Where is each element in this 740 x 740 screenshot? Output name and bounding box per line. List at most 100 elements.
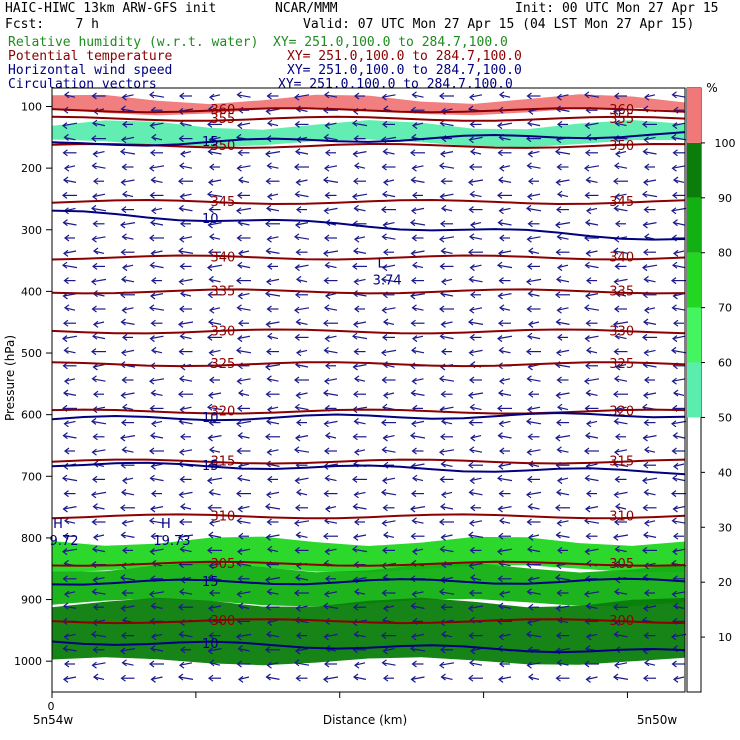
wind-vector-shaft [92,193,106,198]
wind-vector-arrow [556,93,569,101]
wind-vector-arrow [238,249,250,257]
wind-vector-arrow [122,546,133,554]
wind-vector-head [381,233,387,241]
field-xy-rh: XY= 251.0,100.0 to 284.7,100.0 [273,35,508,50]
wind-vector-head [352,475,358,483]
wind-vector-arrow [557,403,569,411]
wind-vector-head [555,248,561,256]
wind-vector-head [410,292,416,300]
wind-vector-head [584,660,590,668]
wind-vector-shaft [441,207,453,212]
wind-vector-head [614,119,620,127]
wind-vector-head [498,675,504,683]
wind-vector-head [440,433,446,441]
wind-vector-arrow [91,204,107,212]
wind-vector-arrow [584,261,599,269]
wind-vector-arrow [93,603,104,611]
wind-vector-head [470,291,476,299]
wind-vector-shaft [672,264,686,269]
wind-vector-shaft [64,520,76,524]
wind-vector-head [92,220,98,228]
wind-vector-arrow [643,674,656,682]
wind-vector-arrow [91,278,107,286]
wind-vector-head [237,505,243,513]
wind-vector-arrow [151,277,162,285]
wind-vector-head [470,647,476,655]
wind-vector-arrow [236,234,251,242]
wind-vector-shaft [179,236,193,240]
wind-vector-arrow [439,545,454,553]
wind-vector-head [381,93,387,101]
wind-vector-shaft [643,534,657,538]
wind-vector-arrow [91,491,107,499]
wind-vector-arrow [470,574,482,582]
wind-vector-arrow [672,191,685,199]
wind-vector-head [497,432,503,440]
wind-vector-arrow [410,219,426,227]
wind-vector-shaft [441,491,453,496]
wind-vector-head [208,488,214,496]
wind-vector-head [526,375,532,383]
wind-vector-arrow [381,659,396,667]
wind-vector-head [207,546,213,554]
wind-vector-head [178,320,184,328]
wind-vector-arrow [439,119,454,127]
wind-vector-shaft [63,179,77,183]
wind-vector-head [469,589,475,597]
wind-vector-arrow [644,446,656,454]
wind-vector-head [294,659,300,667]
wind-vector-arrow [352,119,368,127]
wind-vector-head [411,207,417,215]
wind-vector-shaft [150,122,164,127]
wind-vector-shaft [63,222,77,226]
wind-vector-head [267,193,273,201]
wind-vector-shaft [671,420,687,425]
wind-vector-arrow [555,248,570,256]
wind-vector-arrow [469,477,482,485]
wind-vector-head [207,333,213,341]
wind-vector-shaft [122,449,134,453]
wind-vector-shaft [411,349,425,354]
wind-vector-arrow [207,647,222,655]
wind-vector-head [324,191,330,199]
wind-vector-head [149,261,155,269]
wind-vector-head [122,546,128,554]
wind-vector-arrow [468,275,483,283]
wind-vector-shaft [585,506,599,510]
wind-vector-head [353,247,359,255]
wind-vector-head [468,248,474,256]
wind-vector-arrow [63,346,76,354]
wind-vector-shaft [382,449,396,453]
wind-vector-arrow [642,264,658,272]
wind-vector-arrow [642,477,658,485]
wind-vector-shaft [354,662,366,666]
wind-vector-head [410,389,416,397]
wind-vector-head [352,262,358,270]
theta-contour: 345 345 [51,195,686,210]
wind-vector-head [63,602,69,610]
wind-vector-head [526,448,532,456]
wind-vector-head [324,122,330,130]
wind-vector-arrow [266,491,280,499]
wind-vector-head [209,163,215,171]
wind-vector-head [526,235,532,243]
wind-vector-arrow [236,420,252,428]
wind-vector-shaft [150,548,164,553]
wind-vector-arrow [614,518,627,526]
wind-vector-shaft [62,548,78,553]
wind-vector-head [614,588,620,596]
wind-vector-arrow [179,448,193,456]
wind-vector-head [585,292,591,300]
wind-vector-arrow [556,488,570,496]
wind-vector-head [440,150,446,158]
wind-vector-arrow [324,164,338,172]
wind-vector-arrow [151,207,163,215]
wind-vector-head [178,177,184,185]
wind-vector-arrow [266,448,279,456]
wind-vector-arrow [151,633,163,641]
wind-vector-shaft [208,179,222,183]
wind-vector-arrow [266,92,279,100]
wind-vector-shaft [179,207,193,212]
model-title: HAIC-HIWC 13km ARW-GFS init [5,1,217,16]
wind-vector-head [642,546,648,554]
